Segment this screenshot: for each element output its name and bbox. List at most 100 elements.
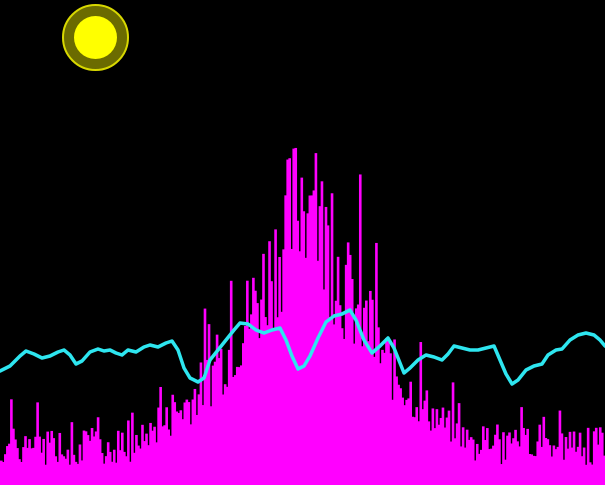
spectrum-bar [302,211,306,485]
spectrum-bar [479,449,483,485]
spectrum-bar [435,409,439,485]
spectrum-bar [4,454,7,485]
spectrum-bar [568,431,572,485]
spectrum-bar [512,438,515,485]
spectrum-bar [494,434,497,485]
spectrum-bar [544,438,548,485]
spectrum-bar [562,459,566,485]
spectrum-bar [92,436,96,485]
spectrum-bar [385,337,388,485]
spectrum-bar [552,445,556,485]
spectrum-bar [70,422,74,485]
spectrum-bar [304,257,308,485]
spectrum-bar [322,289,326,485]
spectrum-bar [68,464,72,485]
spectrum-bar [443,427,447,485]
spectrum-bar [52,438,56,485]
spectrum-bar [504,459,507,485]
spectrum-bar [578,432,582,485]
spectrum-bar [231,376,235,485]
spectrum-bar [590,464,594,485]
spectrum-bar [481,426,485,485]
spectrum-bar [334,300,338,485]
spectrum-bar [346,242,350,485]
spectrum-bar [550,456,554,485]
spectrum-bar [383,352,386,485]
spectrum-bar [276,317,279,485]
spectrum-bar [207,324,211,485]
spectrum-bar [508,432,511,485]
spectrum-bar [496,424,499,485]
spectrum-bar [46,431,49,485]
spectrum-bar [197,394,201,485]
spectrum-bar [365,300,368,485]
spectrum-bar [417,421,421,485]
spectrum-bar [294,147,298,485]
spectrum-bar [484,440,487,485]
spectrum-bar [223,384,227,485]
spectrum-bar [54,456,58,485]
spectrum-bar [90,428,94,485]
spectrum-bar [217,358,221,485]
spectrum-bar [328,316,332,485]
spectrum-bar [338,305,342,485]
spectrum-bar [457,403,461,485]
sun-icon [74,16,117,59]
spectrum-bar [467,439,471,485]
spectrum-bar [215,334,219,485]
spectrum-bar [209,406,213,485]
spectrum-bar [433,428,437,485]
spectrum-bar [2,462,5,485]
spectrum-bar [596,444,600,485]
spectrum-bar [177,412,181,485]
spectrum-bar [40,452,43,485]
spectrum-bar [518,446,521,485]
spectrum-bar [415,407,419,485]
spectrum-bar [60,454,64,485]
spectrum-bars [0,147,605,485]
spectrum-bar [502,432,505,485]
spectrum-bar [542,416,546,485]
spectrum-bar [250,314,253,485]
spectrum-bar [246,280,249,485]
spectrum-bar [167,429,170,485]
spectrum-bar [203,308,207,485]
spectrum-bar [78,444,82,485]
spectrum-bar [427,421,431,485]
spectrum-bar [336,256,340,485]
spectrum-bar [6,446,9,485]
spectrum-bar [262,253,265,485]
spectrum-bar [171,394,175,485]
spectrum-bar [316,260,320,485]
spectrum-bar [169,435,173,485]
spectrum-bar [367,341,370,485]
spectrum-bar [308,195,312,485]
spectrum-bar [586,427,590,485]
spectrum-bar [18,459,21,485]
spectrum-bar [254,290,257,485]
spectrum-bar [461,427,465,485]
spectrum-bar [114,462,118,485]
spectrum-bar [520,407,523,485]
spectrum-bar [131,412,134,485]
spectrum-bar [129,461,132,485]
spectrum-bar [524,434,527,485]
spectrum-bar [554,449,558,485]
spectrum-bar [475,443,479,485]
spectrum-bar [546,439,550,485]
spectrum-bar [106,442,110,485]
spectrum-bar [356,304,360,485]
spectrum-bar [183,402,187,485]
spectrum-bar [439,417,443,485]
spectrum-bar [405,399,408,485]
sun-button[interactable] [62,4,129,71]
spectrum-bar [258,338,261,485]
sun-ring [62,4,129,71]
spectrum-bar [20,461,23,485]
spectrum-bar [288,158,291,485]
spectrum-bar [225,386,229,485]
spectrum-bar [242,343,245,485]
spectrum-bar [449,441,453,485]
spectrum-bar [352,343,356,485]
spectrum-bar [266,325,269,485]
